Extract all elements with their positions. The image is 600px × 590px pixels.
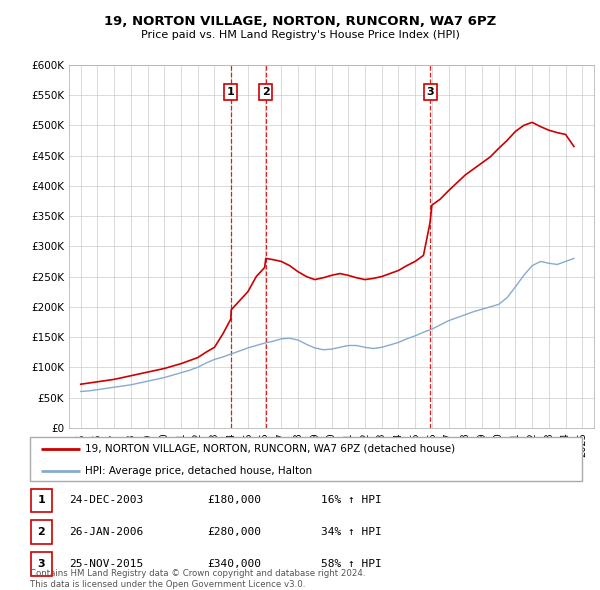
Text: 34% ↑ HPI: 34% ↑ HPI <box>321 527 382 537</box>
Text: 19, NORTON VILLAGE, NORTON, RUNCORN, WA7 6PZ: 19, NORTON VILLAGE, NORTON, RUNCORN, WA7… <box>104 15 496 28</box>
Text: 1: 1 <box>38 496 45 505</box>
Text: 19, NORTON VILLAGE, NORTON, RUNCORN, WA7 6PZ (detached house): 19, NORTON VILLAGE, NORTON, RUNCORN, WA7… <box>85 444 455 454</box>
Text: 16% ↑ HPI: 16% ↑ HPI <box>321 496 382 505</box>
Text: HPI: Average price, detached house, Halton: HPI: Average price, detached house, Halt… <box>85 466 313 476</box>
Text: 1: 1 <box>227 87 235 97</box>
FancyBboxPatch shape <box>31 552 52 576</box>
Text: £180,000: £180,000 <box>207 496 261 505</box>
Text: 3: 3 <box>38 559 45 569</box>
Text: 58% ↑ HPI: 58% ↑ HPI <box>321 559 382 569</box>
Text: £340,000: £340,000 <box>207 559 261 569</box>
Text: 3: 3 <box>427 87 434 97</box>
Text: 2: 2 <box>38 527 45 537</box>
FancyBboxPatch shape <box>31 520 52 544</box>
FancyBboxPatch shape <box>31 489 52 512</box>
Text: 24-DEC-2003: 24-DEC-2003 <box>69 496 143 505</box>
Text: 26-JAN-2006: 26-JAN-2006 <box>69 527 143 537</box>
Text: Contains HM Land Registry data © Crown copyright and database right 2024.
This d: Contains HM Land Registry data © Crown c… <box>30 569 365 589</box>
Text: Price paid vs. HM Land Registry's House Price Index (HPI): Price paid vs. HM Land Registry's House … <box>140 30 460 40</box>
FancyBboxPatch shape <box>30 437 582 481</box>
Text: £280,000: £280,000 <box>207 527 261 537</box>
Text: 25-NOV-2015: 25-NOV-2015 <box>69 559 143 569</box>
Text: 2: 2 <box>262 87 269 97</box>
